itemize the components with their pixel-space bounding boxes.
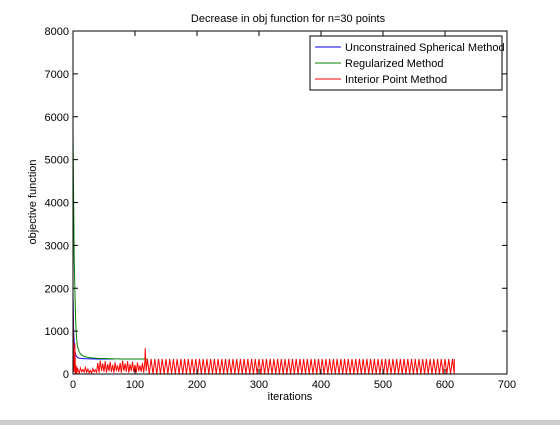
y-tick-label: 8000 <box>45 26 69 38</box>
x-tick-label: 500 <box>374 379 392 391</box>
x-tick-label: 700 <box>498 379 516 391</box>
x-tick-label: 200 <box>188 379 206 391</box>
x-axis-label: iterations <box>268 391 313 403</box>
legend: Unconstrained Spherical Method Regularize… <box>309 35 505 91</box>
plot-frame <box>72 30 508 375</box>
series-line-2 <box>72 296 455 375</box>
x-tick-label: 0 <box>70 379 76 391</box>
y-tick-label: 2000 <box>45 283 69 295</box>
y-tick-label: 6000 <box>45 112 69 124</box>
chart-title: Decrease in obj function for n=30 points <box>191 13 386 25</box>
x-tick-label: 600 <box>436 379 454 391</box>
legend-box <box>309 35 503 91</box>
x-tick-label: 400 <box>312 379 330 391</box>
tick-layer: 0 100 200 300 400 500 600 700010002000300040005… <box>45 26 517 391</box>
y-tick-label: 7000 <box>45 69 69 81</box>
y-tick-label: 4000 <box>45 198 69 210</box>
y-tick-label: 3000 <box>45 240 69 252</box>
legend-label: Interior Point Method <box>345 74 447 86</box>
series-layer <box>72 129 455 375</box>
y-tick-label: 0 <box>63 369 69 381</box>
y-tick-label: 1000 <box>45 326 69 338</box>
y-axis-label: objective function <box>27 160 39 245</box>
legend-label: Unconstrained Spherical Method <box>345 42 505 54</box>
series-line-1 <box>72 129 148 360</box>
y-tick-label: 5000 <box>45 155 69 167</box>
x-tick-label: 300 <box>250 379 268 391</box>
x-tick-label: 100 <box>126 379 144 391</box>
legend-label: Regularized Method <box>345 58 443 70</box>
